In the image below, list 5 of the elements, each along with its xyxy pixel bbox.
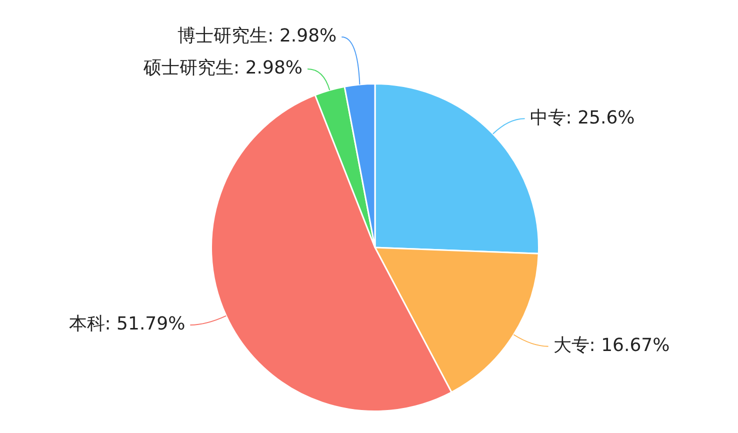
slice-label: 大专: 16.67% (553, 334, 670, 356)
slice-label: 硕士研究生: 2.98% (142, 58, 303, 79)
slice-label: 博士研究生: 2.98% (178, 26, 337, 47)
slice-label: 中专: 25.6% (530, 107, 635, 128)
slice-label: 本科: 51.79% (68, 314, 186, 335)
